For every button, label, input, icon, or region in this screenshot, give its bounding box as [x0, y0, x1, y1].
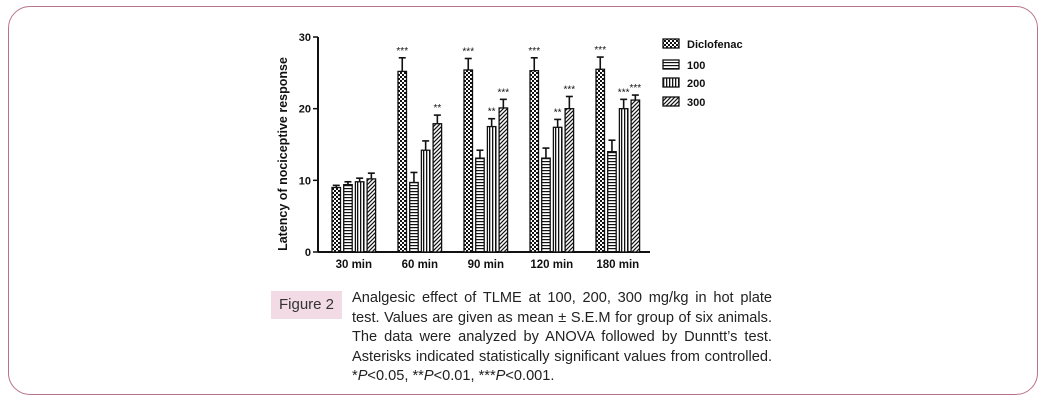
significance-label: ***	[528, 46, 540, 57]
significance-label: **	[554, 107, 562, 118]
bar	[630, 99, 641, 253]
significance-label: ***	[564, 84, 576, 95]
y-tick-label: 10	[299, 175, 311, 187]
legend: Diclofenac 100 200 300	[662, 38, 743, 109]
significance-label: ***	[618, 87, 630, 98]
bar	[409, 181, 419, 253]
significance-label: ***	[498, 87, 510, 98]
legend-swatch	[662, 96, 680, 107]
y-tick-label: 0	[305, 247, 311, 259]
bar	[366, 178, 377, 253]
significance-label: ***	[630, 83, 642, 94]
significance-label: **	[433, 103, 441, 114]
legend-label: 300	[687, 97, 705, 109]
bar	[564, 108, 575, 253]
bar	[541, 157, 551, 253]
bar	[432, 123, 443, 253]
bar	[552, 126, 563, 253]
figure-frame	[8, 6, 1038, 395]
x-tick-label: 180 min	[596, 259, 639, 271]
bar	[498, 107, 509, 253]
bar	[475, 157, 485, 253]
bar	[397, 70, 408, 253]
y-tick-label: 30	[299, 32, 311, 44]
bar	[618, 108, 629, 253]
legend-label: 100	[687, 60, 705, 72]
x-tick-label: 30 min	[336, 259, 372, 271]
legend-label: 200	[687, 78, 705, 90]
bar	[607, 151, 617, 253]
bar	[420, 149, 431, 253]
legend-swatch	[662, 77, 680, 88]
significance-label: ***	[594, 45, 606, 56]
legend-swatch	[662, 59, 680, 70]
legend-label: Diclofenac	[687, 39, 743, 51]
figure-label: Figure 2	[271, 291, 342, 319]
y-axis-label: Latency of nociceptive response	[276, 57, 290, 251]
significance-label: ***	[396, 46, 408, 57]
x-tick-label: 120 min	[530, 259, 573, 271]
x-tick-label: 60 min	[402, 259, 438, 271]
bar	[343, 183, 353, 253]
y-tick-label: 20	[299, 104, 311, 116]
bar-chart: Latency of nociceptive response 0 10 20 30 3…	[276, 32, 743, 271]
bar	[463, 69, 474, 253]
bar	[595, 68, 606, 253]
bar	[354, 181, 365, 253]
significance-label: **	[488, 107, 496, 118]
bar	[486, 125, 497, 253]
bar	[331, 186, 342, 253]
bar	[529, 70, 540, 253]
figure-caption: Analgesic effect of TLME at 100, 200, 30…	[352, 290, 772, 384]
significance-label: ***	[462, 47, 474, 58]
legend-swatch	[662, 38, 680, 49]
x-tick-label: 90 min	[468, 259, 504, 271]
